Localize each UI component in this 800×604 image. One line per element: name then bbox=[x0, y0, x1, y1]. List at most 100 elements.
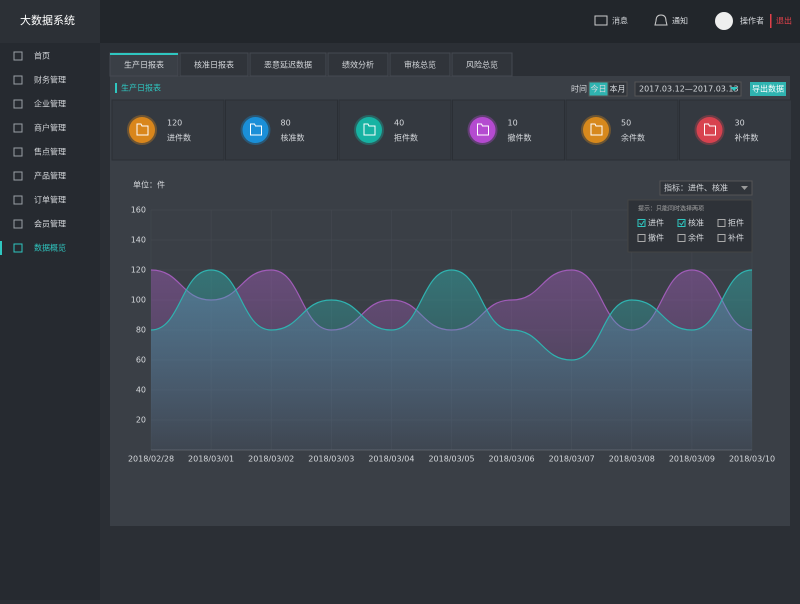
header-action[interactable]: 通知 bbox=[672, 16, 688, 26]
title-marker bbox=[115, 83, 117, 93]
selector-label[interactable]: 指标：进件、核准 bbox=[664, 183, 728, 193]
series-line bbox=[150, 269, 753, 361]
option-hint: 提示：只能同时选择两项 bbox=[638, 205, 704, 213]
option-label[interactable]: 进件 bbox=[648, 218, 664, 228]
checkbox[interactable] bbox=[637, 219, 646, 227]
tab[interactable] bbox=[179, 52, 249, 77]
tab-label[interactable]: 风险总览 bbox=[466, 60, 498, 70]
stat-value: 40 bbox=[394, 119, 404, 128]
x-tick-label: 2018/03/05 bbox=[428, 455, 474, 464]
stat-icon bbox=[240, 115, 271, 145]
checkbox[interactable] bbox=[637, 234, 646, 242]
menu-icon bbox=[13, 219, 23, 229]
time-label: 时间 bbox=[571, 84, 587, 94]
stat-label: 补件数 bbox=[735, 133, 759, 143]
date-input[interactable] bbox=[634, 81, 742, 97]
y-tick-label: 60 bbox=[136, 356, 146, 365]
header-bar bbox=[0, 0, 800, 43]
header-action[interactable]: 消息 bbox=[612, 16, 628, 26]
x-tick-label: 2018/02/28 bbox=[128, 455, 174, 464]
checkbox[interactable] bbox=[677, 219, 686, 227]
folder-glyph bbox=[250, 123, 262, 136]
bell-icon[interactable] bbox=[654, 14, 668, 26]
menu-item[interactable]: 售点管理 bbox=[34, 147, 66, 157]
active-marker bbox=[0, 241, 2, 255]
divider bbox=[770, 14, 772, 28]
menu-icon bbox=[13, 147, 23, 157]
sidebar bbox=[0, 43, 100, 600]
stat-icon bbox=[694, 115, 725, 145]
range-button-label[interactable]: 本月 bbox=[610, 84, 626, 94]
folder-glyph bbox=[704, 123, 716, 136]
x-tick-label: 2018/03/06 bbox=[489, 455, 535, 464]
menu-item[interactable]: 财务管理 bbox=[34, 75, 66, 85]
menu-icon bbox=[13, 75, 23, 85]
menu-item[interactable]: 会员管理 bbox=[34, 219, 66, 229]
export-label[interactable]: 导出数据 bbox=[752, 84, 784, 94]
menu-icon bbox=[13, 51, 23, 61]
menu-item[interactable]: 首页 bbox=[34, 51, 50, 61]
menu-icon bbox=[13, 243, 23, 253]
menu-item[interactable]: 商户管理 bbox=[34, 123, 66, 133]
folder-glyph bbox=[477, 123, 489, 136]
stat-value: 120 bbox=[167, 119, 182, 128]
x-tick-label: 2018/03/09 bbox=[669, 455, 715, 464]
stat-value: 30 bbox=[735, 119, 745, 128]
y-tick-label: 120 bbox=[131, 266, 146, 275]
x-tick-label: 2018/03/02 bbox=[248, 455, 294, 464]
user-name[interactable]: 操作者 bbox=[740, 16, 764, 26]
tab[interactable] bbox=[451, 52, 513, 77]
y-tick-label: 20 bbox=[136, 416, 146, 425]
tab-label[interactable]: 恶意延迟数据 bbox=[264, 60, 312, 70]
menu-item[interactable]: 数据概览 bbox=[34, 243, 66, 253]
stat-label: 进件数 bbox=[167, 133, 191, 143]
app-title: 大数据系统 bbox=[20, 13, 75, 27]
stat-value: 80 bbox=[281, 119, 291, 128]
menu-icon bbox=[13, 123, 23, 133]
stat-value: 10 bbox=[508, 119, 518, 128]
x-tick-label: 2018/03/04 bbox=[368, 455, 414, 464]
check bbox=[639, 220, 645, 226]
menu-item[interactable]: 产品管理 bbox=[34, 171, 66, 181]
tab[interactable] bbox=[327, 52, 389, 77]
export-button[interactable] bbox=[750, 82, 786, 96]
stat-icon bbox=[467, 115, 498, 145]
avatar bbox=[715, 12, 733, 30]
option-label[interactable]: 余件 bbox=[688, 233, 704, 243]
range-button[interactable] bbox=[607, 81, 628, 97]
tab-label[interactable]: 核准日报表 bbox=[194, 60, 234, 70]
mail-icon[interactable] bbox=[594, 15, 608, 26]
y-tick-label: 140 bbox=[131, 236, 146, 245]
menu-item[interactable]: 订单管理 bbox=[34, 195, 66, 205]
menu-item[interactable]: 企业管理 bbox=[34, 99, 66, 109]
tab-label[interactable]: 绩效分析 bbox=[342, 60, 374, 70]
menu-icon bbox=[13, 195, 23, 205]
y-tick-label: 40 bbox=[136, 386, 146, 395]
checkbox[interactable] bbox=[677, 234, 686, 242]
option-label[interactable]: 核准 bbox=[688, 218, 704, 228]
option-label[interactable]: 撤件 bbox=[648, 233, 664, 243]
range-button-label[interactable]: 今日 bbox=[591, 84, 607, 94]
checkbox[interactable] bbox=[717, 219, 726, 227]
selector-arrow bbox=[741, 186, 748, 190]
tab-label[interactable]: 生产日报表 bbox=[124, 60, 164, 70]
option-label[interactable]: 补件 bbox=[728, 233, 744, 243]
y-tick-label: 160 bbox=[131, 206, 146, 215]
logout[interactable]: 退出 bbox=[776, 16, 792, 26]
tab[interactable] bbox=[389, 52, 451, 77]
checkbox[interactable] bbox=[717, 234, 726, 242]
stat-label: 拒件数 bbox=[394, 133, 418, 143]
selector[interactable] bbox=[659, 180, 753, 196]
tab[interactable] bbox=[249, 52, 327, 77]
date-range[interactable]: 2017.03.12—2017.03.13 bbox=[639, 85, 739, 94]
option-label[interactable]: 拒件 bbox=[728, 218, 744, 228]
x-tick-label: 2018/03/10 bbox=[729, 455, 775, 464]
menu-icon bbox=[13, 99, 23, 109]
x-tick-label: 2018/03/08 bbox=[609, 455, 655, 464]
tab-label[interactable]: 审核总览 bbox=[404, 60, 436, 70]
menu-icon bbox=[13, 171, 23, 181]
stat-icon bbox=[354, 115, 384, 145]
tab-top bbox=[110, 53, 178, 55]
y-tick-label: 80 bbox=[136, 326, 146, 335]
